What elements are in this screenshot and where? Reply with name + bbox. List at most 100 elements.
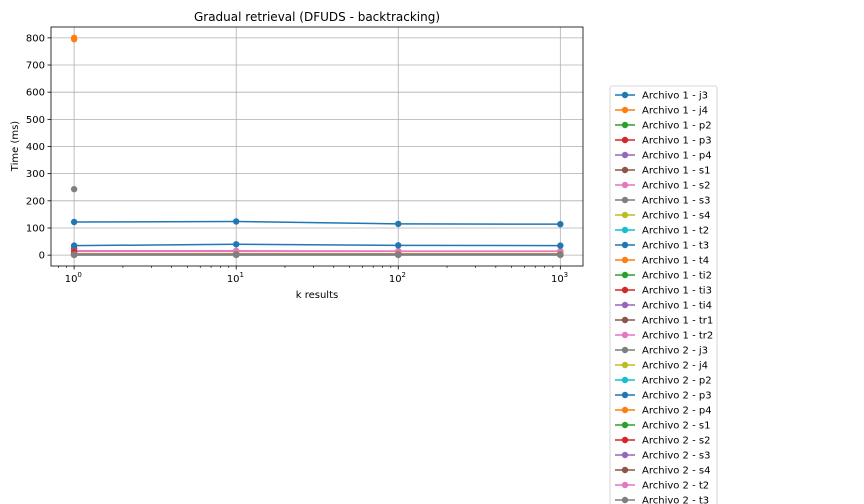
- legend-entry: Archivo 2 - t3: [615, 496, 709, 504]
- data-point: [557, 251, 564, 258]
- legend-entry: Archivo 1 - s2: [615, 181, 710, 192]
- data-point: [70, 36, 78, 43]
- legend-marker: [621, 256, 629, 264]
- legend-label: Archivo 1 - s3: [642, 196, 710, 207]
- legend-label: Archivo 1 - t3: [642, 241, 709, 252]
- legend-marker: [621, 406, 629, 414]
- legend-label: Archivo 1 - tr2: [642, 331, 713, 342]
- legend-label: Archivo 1 - ti3: [642, 286, 712, 297]
- legend-entry: Archivo 1 - ti3: [615, 286, 712, 297]
- legend-marker: [621, 391, 629, 399]
- legend-marker: [621, 451, 629, 459]
- legend-entry: Archivo 1 - s4: [615, 211, 710, 222]
- legend-entry: Archivo 2 - s1: [615, 421, 710, 432]
- data-point: [70, 185, 78, 193]
- data-point: [70, 218, 78, 226]
- x-tick-base: 10: [227, 274, 240, 285]
- legend-entry: Archivo 2 - p2: [615, 376, 712, 387]
- data-point: [395, 220, 402, 228]
- legend-entry: Archivo 1 - ti2: [615, 271, 712, 282]
- x-tick-exponent: 0: [77, 271, 81, 279]
- legend-label: Archivo 1 - tr1: [642, 316, 713, 327]
- legend-label: Archivo 1 - ti4: [642, 301, 712, 312]
- legend-entry: Archivo 2 - t2: [615, 481, 709, 492]
- y-tick-label: 0: [39, 251, 45, 262]
- x-axis-label: k results: [296, 290, 338, 301]
- legend-entry: Archivo 2 - s4: [615, 466, 710, 477]
- y-tick-label: 400: [26, 142, 45, 153]
- legend-marker: [621, 91, 629, 99]
- legend-label: Archivo 2 - s4: [642, 466, 710, 477]
- legend-entry: Archivo 1 - j3: [615, 91, 708, 102]
- legend-entry: Archivo 1 - p3: [615, 136, 712, 147]
- legend-marker: [621, 421, 629, 429]
- legend-entry: Archivo 2 - j4: [615, 361, 708, 372]
- legend-entry: Archivo 1 - tr2: [615, 331, 713, 342]
- data-point: [70, 251, 78, 258]
- legend-entry: Archivo 1 - s3: [615, 196, 710, 207]
- legend-marker: [621, 211, 629, 219]
- legend-entry: Archivo 1 - j4: [615, 106, 708, 117]
- x-tick-exponent: 2: [402, 271, 406, 279]
- legend: Archivo 1 - j3 Archivo 1 - j4 Archivo 1 - …: [609, 85, 718, 504]
- legend-marker: [621, 226, 629, 234]
- data-point: [70, 242, 78, 249]
- grid: [51, 27, 583, 266]
- legend-label: Archivo 1 - ti2: [642, 271, 712, 282]
- legend-marker: [621, 376, 629, 384]
- legend-entry: Archivo 1 - p2: [615, 121, 712, 132]
- legend-label: Archivo 2 - p2: [642, 376, 712, 387]
- legend-label: Archivo 2 - t2: [642, 481, 709, 492]
- legend-label: Archivo 1 - t2: [642, 226, 709, 237]
- x-tick-label: 10 2: [389, 271, 406, 285]
- legend-label: Archivo 2 - j4: [642, 361, 708, 372]
- legend-marker: [621, 181, 629, 189]
- legend-entry: Archivo 2 - s3: [615, 451, 710, 462]
- legend-label: Archivo 1 - j4: [642, 106, 708, 117]
- y-tick-label: 600: [26, 88, 45, 99]
- legend-label: Archivo 1 - t4: [642, 256, 709, 267]
- legend-label: Archivo 2 - s1: [642, 421, 710, 432]
- series-line: [74, 220, 561, 225]
- legend-marker: [621, 301, 629, 309]
- data-point: [232, 251, 240, 258]
- legend-label: Archivo 1 - s1: [642, 166, 710, 177]
- y-tick-label: 300: [26, 169, 45, 180]
- legend-marker: [621, 196, 629, 204]
- legend-label: Archivo 2 - s2: [642, 436, 710, 447]
- legend-marker: [621, 436, 629, 444]
- y-tick-label: 800: [26, 33, 45, 44]
- legend-marker: [621, 331, 629, 339]
- legend-marker: [621, 316, 629, 324]
- legend-label: Archivo 2 - p4: [642, 406, 712, 417]
- legend-label: Archivo 2 - j3: [642, 346, 708, 357]
- x-tick-base: 10: [389, 274, 402, 285]
- x-tick-label: 10 1: [227, 271, 244, 285]
- legend-entry: Archivo 1 - tr1: [615, 316, 713, 327]
- legend-marker: [621, 241, 629, 249]
- legend-entry: Archivo 1 - p4: [615, 151, 712, 162]
- legend-marker: [621, 136, 629, 144]
- data-point: [232, 218, 240, 225]
- y-tick-label: 200: [26, 196, 45, 207]
- legend-marker: [621, 166, 629, 174]
- legend-entry: Archivo 2 - p4: [615, 406, 712, 417]
- x-tick-base: 10: [65, 274, 78, 285]
- legend-entry: Archivo 1 - s1: [615, 166, 710, 177]
- legend-marker: [621, 466, 629, 474]
- legend-label: Archivo 1 - p2: [642, 121, 712, 132]
- series-line: [74, 243, 561, 247]
- data-point: [232, 241, 240, 248]
- legend-label: Archivo 1 - s2: [642, 181, 710, 192]
- data-point: [557, 220, 564, 228]
- legend-marker: [621, 481, 629, 489]
- y-tick-label: 100: [26, 223, 45, 234]
- legend-marker: [621, 361, 629, 369]
- x-tick-base: 10: [551, 274, 564, 285]
- legend-label: Archivo 1 - p3: [642, 136, 712, 147]
- legend-entry: Archivo 1 - t3: [615, 241, 709, 252]
- legend-marker: [621, 496, 629, 504]
- legend-box: [609, 85, 718, 504]
- legend-marker: [621, 106, 629, 114]
